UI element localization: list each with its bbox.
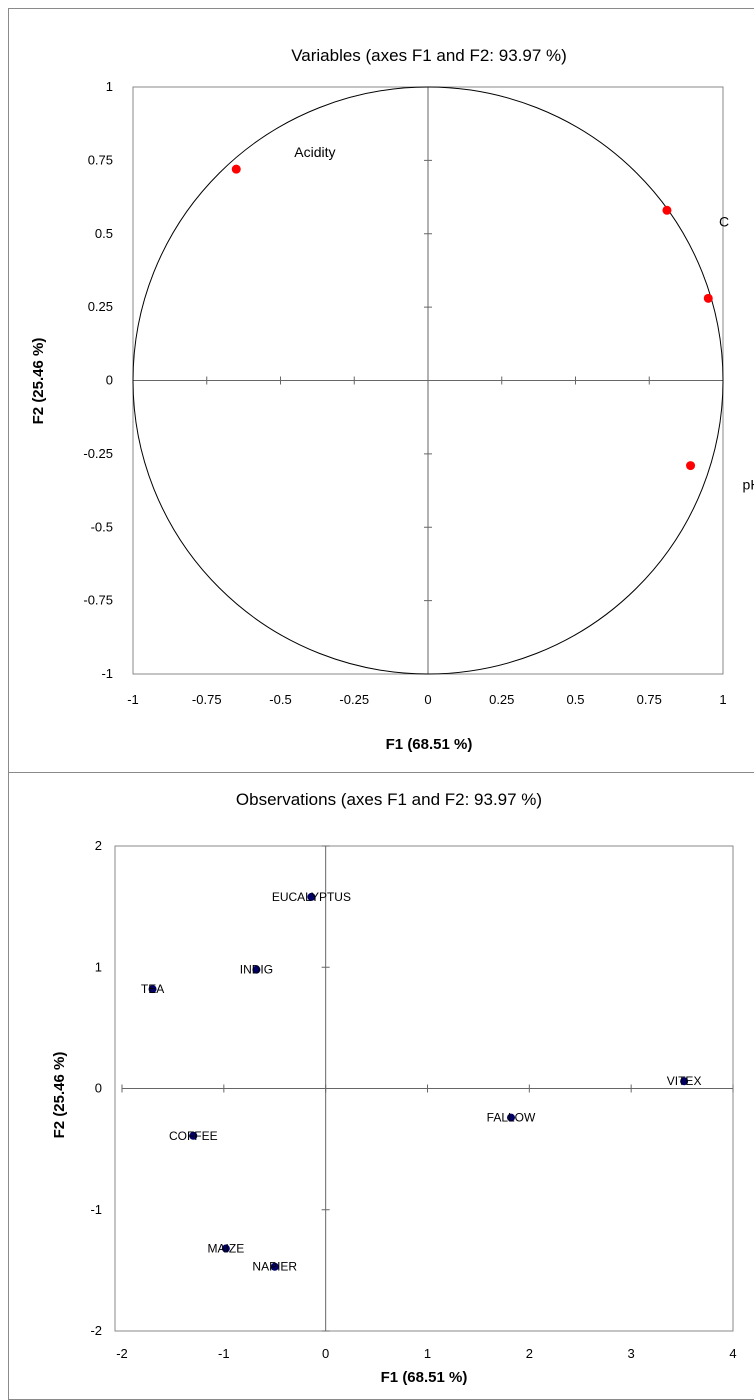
variables-point-label-c: C xyxy=(719,213,729,229)
observations-y-tick-label: 0 xyxy=(95,1081,102,1096)
variables-y-tick-label: -0.5 xyxy=(91,519,113,534)
variables-y-tick-label: 0.5 xyxy=(95,226,113,241)
variables-x-axis-label: F1 (68.51 %) xyxy=(386,736,473,753)
variables-x-tick-label: 0 xyxy=(424,692,431,707)
observations-chart-panel: Observations (axes F1 and F2: 93.97 %) -… xyxy=(8,772,754,1400)
observations-point-coffee xyxy=(189,1131,198,1140)
observations-point-label-indig: INDIG xyxy=(240,963,273,977)
correlation-circle xyxy=(132,86,724,675)
variables-x-tick-label: -1 xyxy=(127,692,139,707)
observations-chart: Observations (axes F1 and F2: 93.97 %) -… xyxy=(51,790,737,1386)
observations-x-tick-label: 2 xyxy=(526,1346,533,1361)
observations-y-tick-label: 1 xyxy=(95,959,102,974)
observations-point-label-tea: TEA xyxy=(141,982,164,996)
observations-point-label-eucalyptus: EUCALYPTUS xyxy=(272,890,351,904)
variables-x-tick-label: -0.75 xyxy=(192,692,222,707)
observations-x-tick-label: -2 xyxy=(116,1346,128,1361)
observations-x-axis-label: F1 (68.51 %) xyxy=(381,1369,468,1386)
variables-y-tick-label: -0.75 xyxy=(83,593,113,608)
observations-x-tick-label: 3 xyxy=(628,1346,635,1361)
observations-point-indig xyxy=(252,965,261,974)
variables-point-n xyxy=(703,293,713,303)
variables-point-label-ph: pH xyxy=(743,477,754,493)
observations-point-napier xyxy=(270,1262,279,1271)
observations-x-tick-label: 4 xyxy=(729,1346,736,1361)
variables-point-acidity xyxy=(231,164,241,174)
observations-y-tick-label: -1 xyxy=(90,1202,102,1217)
observations-point-vitex xyxy=(680,1077,689,1086)
variables-x-tick-label: 0.25 xyxy=(489,692,514,707)
observations-point-maize xyxy=(221,1244,230,1253)
variables-chart-panel: Variables (axes F1 and F2: 93.97 %) -1 -0… xyxy=(8,8,754,773)
variables-chart-title: Variables (axes F1 and F2: 93.97 %) xyxy=(291,46,567,65)
observations-point-eucalyptus xyxy=(307,892,316,901)
variables-x-tick-label: -0.25 xyxy=(339,692,369,707)
variables-x-tick-label: -0.5 xyxy=(269,692,291,707)
variables-point-label-acidity: Acidity xyxy=(294,144,335,160)
variables-y-tick-label: 0.75 xyxy=(88,152,113,167)
observations-point-label-maize: MAIZE xyxy=(208,1242,245,1256)
observations-point-label-vitex: VITEX xyxy=(667,1074,702,1088)
observations-y-tick-label: 2 xyxy=(95,838,102,853)
variables-y-tick-label: 0.25 xyxy=(88,299,113,314)
observations-chart-title: Observations (axes F1 and F2: 93.97 %) xyxy=(236,790,542,809)
observations-point-tea xyxy=(148,985,157,994)
variables-chart: Variables (axes F1 and F2: 93.97 %) -1 -0… xyxy=(30,46,754,753)
variables-y-tick-label: -0.25 xyxy=(83,446,113,461)
variables-point-c xyxy=(662,205,672,215)
variables-y-tick-label: -1 xyxy=(101,666,113,681)
variables-x-tick-label: 0.75 xyxy=(637,692,662,707)
variables-y-tick-label: 0 xyxy=(106,373,113,388)
observations-point-fallow xyxy=(507,1113,516,1122)
observations-x-tick-label: 0 xyxy=(322,1346,329,1361)
variables-x-tick-label: 1 xyxy=(719,692,726,707)
variables-point-ph xyxy=(686,461,696,471)
observations-y-tick-label: -2 xyxy=(90,1323,102,1338)
observations-point-label-napier: NAPIER xyxy=(252,1260,297,1274)
observations-x-tick-label: -1 xyxy=(218,1346,230,1361)
observations-y-axis-label: F2 (25.46 %) xyxy=(51,1052,68,1139)
observations-x-tick-label: 1 xyxy=(424,1346,431,1361)
observations-point-label-coffee: COFFEE xyxy=(169,1129,218,1143)
variables-x-tick-label: 0.5 xyxy=(566,692,584,707)
variables-y-axis-label: F2 (25.46 %) xyxy=(30,338,47,425)
observations-point-label-fallow: FALLOW xyxy=(487,1111,536,1125)
variables-y-tick-label: 1 xyxy=(106,79,113,94)
